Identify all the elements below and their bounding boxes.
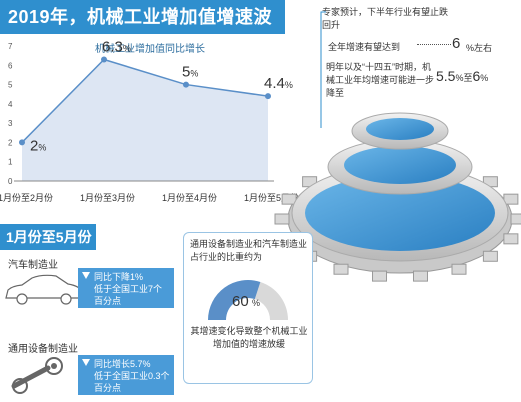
share-unit: % <box>252 298 261 308</box>
data-point <box>101 56 107 63</box>
rate1-unit: %左右 <box>466 43 493 53</box>
share-value: 60 <box>232 293 249 310</box>
x-tick-label: 1月份至3月份 <box>80 193 136 203</box>
data-label: 4.4% <box>264 75 293 92</box>
gear-tooth <box>510 213 521 225</box>
chart-title: 机械工业增加值同比增长 <box>95 44 205 55</box>
down-triangle-icon <box>82 272 90 279</box>
rate2-low: 5.5 <box>436 68 456 84</box>
rate2-value: 5.5%至6% <box>436 68 488 84</box>
gear-tooth <box>372 270 388 282</box>
data-label: 6.3% <box>102 39 131 56</box>
data-point <box>19 139 25 146</box>
share-donut-chart <box>208 280 288 320</box>
equip-change: 同比增长5.7% <box>94 359 151 369</box>
share-card <box>183 232 313 384</box>
wrench-icon <box>11 357 63 394</box>
line-chart: 0 1 2 3 4 5 6 7 2% 6.3% 5% 4.4% <box>8 39 293 187</box>
data-label: 2% <box>30 137 46 154</box>
page-title: 2019年，机械工业增加值增速波动较大 <box>0 0 285 61</box>
plan-text: 明年以及“十四五”时期，机械工业年均增速可能进一步降至 <box>326 62 435 98</box>
gear-tooth <box>482 250 498 262</box>
auto-compare: 低于全国工业7个百分点 <box>94 284 163 306</box>
equip-label: 通用设备制造业 <box>8 344 78 355</box>
rate1-label: 全年增速有望达到 <box>328 42 401 52</box>
auto-label: 汽车制造业 <box>8 260 58 271</box>
auto-stat-box: 同比下降1% 低于全国工业7个百分点 <box>78 268 174 308</box>
gear-tooth <box>274 213 290 225</box>
y-tick-label: 6 <box>8 61 13 70</box>
x-tick-label: 1月份至2月份 <box>0 193 54 203</box>
rate2-high: 6 <box>472 68 481 84</box>
expert-forecast: 专家预计，下半年行业有望止跌回升 <box>322 7 449 30</box>
car-icon <box>5 274 83 305</box>
data-label-unit: % <box>123 44 131 54</box>
y-tick-label: 7 <box>8 42 13 51</box>
share-conclusion: 其增速变化导致整个机械工业增加值的增速放缓 <box>190 326 308 349</box>
gear-tooth <box>503 233 519 245</box>
data-label: 5% <box>182 64 198 81</box>
equip-stat-box: 同比增长5.7% 低于全国工业0.3个百分点 <box>78 355 174 395</box>
y-tick-label: 0 <box>8 177 13 186</box>
section-title: 1月份至5月份 <box>0 224 96 250</box>
y-tick-label: 3 <box>8 119 13 128</box>
y-tick-label: 2 <box>8 138 13 147</box>
x-tick-label: 1月份至5月份 <box>244 193 300 203</box>
donut-remainder <box>254 281 288 320</box>
leader-line <box>417 44 451 45</box>
y-tick-label: 5 <box>8 81 13 90</box>
equip-compare: 低于全国工业0.3个百分点 <box>94 371 170 393</box>
rate1-value: 6 <box>452 35 461 52</box>
y-tick-label: 4 <box>8 100 13 109</box>
donut-share-slice <box>208 280 261 320</box>
chart-series-line <box>21 58 269 143</box>
data-label-unit: % <box>285 80 293 90</box>
data-point <box>183 81 189 88</box>
data-label-unit: % <box>190 69 198 79</box>
data-point <box>265 93 271 100</box>
auto-change: 同比下降1% <box>94 272 144 282</box>
gear-tooth <box>333 263 349 275</box>
rate2-mid: %至 <box>455 73 473 83</box>
y-tick-label: 1 <box>8 158 13 167</box>
bracket-line <box>320 11 326 128</box>
x-tick-label: 1月份至4月份 <box>162 193 218 203</box>
down-triangle-icon <box>82 359 90 366</box>
gear-tooth <box>451 263 467 275</box>
chart-area-fill <box>22 59 268 181</box>
rate2-unit: % <box>480 73 489 83</box>
gears-illustration <box>274 112 521 282</box>
gear-tooth <box>412 270 428 282</box>
share-text: 通用设备制造业和汽车制造业占行业的比重约为 <box>190 239 308 262</box>
data-label-unit: % <box>38 142 46 152</box>
